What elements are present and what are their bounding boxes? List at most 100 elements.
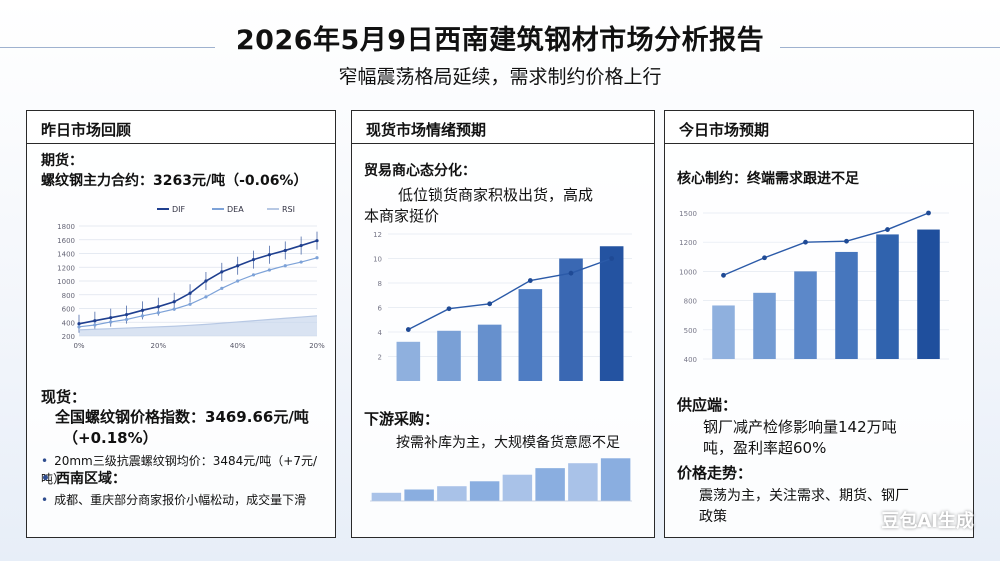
data-point — [109, 320, 113, 324]
bullet-icon: • — [41, 471, 50, 487]
data-point — [299, 243, 303, 248]
data-point — [267, 253, 271, 257]
data-point — [251, 258, 256, 262]
bar — [535, 468, 565, 501]
price-trend-label: 价格走势： — [677, 464, 753, 482]
y-tick-label: 1400 — [57, 251, 75, 259]
y-tick-label: 2 — [378, 354, 382, 362]
trend-line — [723, 212, 929, 276]
bar — [477, 324, 502, 381]
y-tick-label: 1800 — [57, 223, 75, 231]
bar — [404, 489, 434, 501]
bar — [437, 486, 467, 501]
data-point — [299, 260, 303, 264]
trend-point — [844, 238, 849, 244]
y-tick-label: 1200 — [57, 264, 75, 272]
legend-label: RSI — [282, 205, 295, 214]
data-point — [315, 256, 319, 260]
y-tick-label: 800 — [62, 292, 75, 300]
futures-line-chart: DIF DEA RSI 1800 1600 1400 1200 1000 800 600 400 20… — [57, 205, 325, 350]
panel-yesterday-review: 昨日市场回顾 期货： 螺纹钢主力合约：3263元/吨（-0.06%） DIF DE… — [26, 110, 336, 538]
y-tick-label: 800 — [684, 298, 697, 306]
data-point — [125, 313, 129, 317]
price-trend-text-2: 政策 — [699, 509, 727, 525]
trader-label: 贸易商心态分化： — [364, 163, 476, 179]
data-point — [204, 295, 208, 299]
data-point — [156, 305, 160, 309]
downstream-text: 按需补库为主，大规模备货意愿不足 — [396, 435, 620, 451]
watermark: 豆包AI生成 — [881, 511, 974, 532]
bar — [502, 474, 533, 501]
series-line-rsi — [78, 315, 318, 331]
data-point — [77, 322, 81, 326]
y-tick-label: 1200 — [679, 239, 697, 247]
y-tick-label: 200 — [62, 333, 75, 341]
title-divider-left — [0, 47, 215, 48]
series-line-dea — [78, 257, 318, 328]
trend-point — [405, 327, 411, 332]
data-point — [220, 286, 224, 290]
panel-today-outlook: 今日市场预期 核心制约：终端需求跟进不足 1500 1200 1000 800 500 4… — [664, 110, 974, 538]
data-point — [188, 291, 192, 295]
y-tick-label: 1000 — [679, 268, 697, 276]
bar — [599, 246, 624, 381]
trader-text-1: 低位锁货商家积极出货，高成 — [398, 186, 594, 204]
data-point — [77, 325, 81, 329]
data-point — [156, 311, 160, 315]
data-point — [283, 264, 287, 268]
data-point — [204, 279, 208, 283]
x-tick-label: 20% — [309, 342, 325, 350]
region-label-text: 西南区域： — [55, 471, 126, 487]
core-constraint: 核心制约：终端需求跟进不足 — [677, 171, 859, 187]
data-point — [93, 319, 97, 323]
data-point — [267, 268, 271, 272]
data-point — [172, 307, 176, 311]
bullet-rebar-price-text: 20mm三级抗震螺纹钢均价：3484元/吨（+7元/吨） — [41, 454, 318, 486]
trend-point — [926, 210, 931, 216]
data-point — [93, 323, 97, 327]
y-tick-label: 400 — [62, 319, 75, 327]
data-point — [188, 302, 192, 306]
sentiment-bar-chart: 12 10 8 6 4 2 — [373, 231, 632, 381]
x-tick-label: 20% — [151, 342, 167, 350]
trend-point — [885, 227, 890, 232]
trend-point — [446, 306, 452, 312]
bar — [518, 289, 543, 381]
panel-spot-sentiment: 现货市场情绪预期 贸易商心态分化： 低位锁货商家积极出货，高成 本商家挺价 12… — [351, 110, 655, 538]
trend-point — [721, 272, 726, 278]
data-point — [251, 273, 256, 277]
trend-point — [568, 270, 574, 276]
trend-point — [762, 255, 767, 261]
data-point — [236, 264, 240, 268]
outlook-bar-chart: 1500 1200 1000 800 500 400 — [679, 210, 949, 364]
y-tick-label: 8 — [378, 280, 382, 288]
data-point — [109, 316, 113, 320]
bar — [753, 292, 776, 359]
legend-label: DEA — [227, 205, 244, 214]
bar — [371, 492, 402, 501]
y-tick-label: 1600 — [57, 237, 75, 245]
y-tick-label: 4 — [378, 329, 383, 337]
y-tick-label: 6 — [378, 305, 383, 313]
bar — [437, 330, 461, 381]
bullet-icon: • — [41, 493, 49, 507]
y-tick-label: 600 — [62, 306, 75, 314]
bar — [559, 258, 583, 381]
supply-label: 供应端： — [677, 396, 738, 414]
trend-line — [408, 257, 612, 331]
supply-text-1: 钢厂减产检修影响量142万吨 — [703, 418, 897, 436]
bar — [712, 305, 735, 359]
bar — [396, 341, 421, 381]
bullet-icon: • — [41, 454, 49, 468]
spot-index: 全国螺纹钢价格指数：3469.66元/吨 — [55, 408, 309, 426]
bar — [469, 481, 500, 501]
y-tick-label: 12 — [373, 231, 382, 239]
data-point — [172, 300, 176, 304]
data-point — [140, 308, 145, 312]
x-tick-label: 0% — [73, 342, 84, 350]
bar — [876, 234, 899, 359]
page-title: 2026年5月9日西南建筑钢材市场分析报告 — [235, 25, 765, 56]
legend-label: DIF — [172, 205, 186, 214]
supply-text-2: 吨，盈利率超60% — [703, 439, 827, 457]
spot-label: 现货： — [41, 388, 87, 406]
